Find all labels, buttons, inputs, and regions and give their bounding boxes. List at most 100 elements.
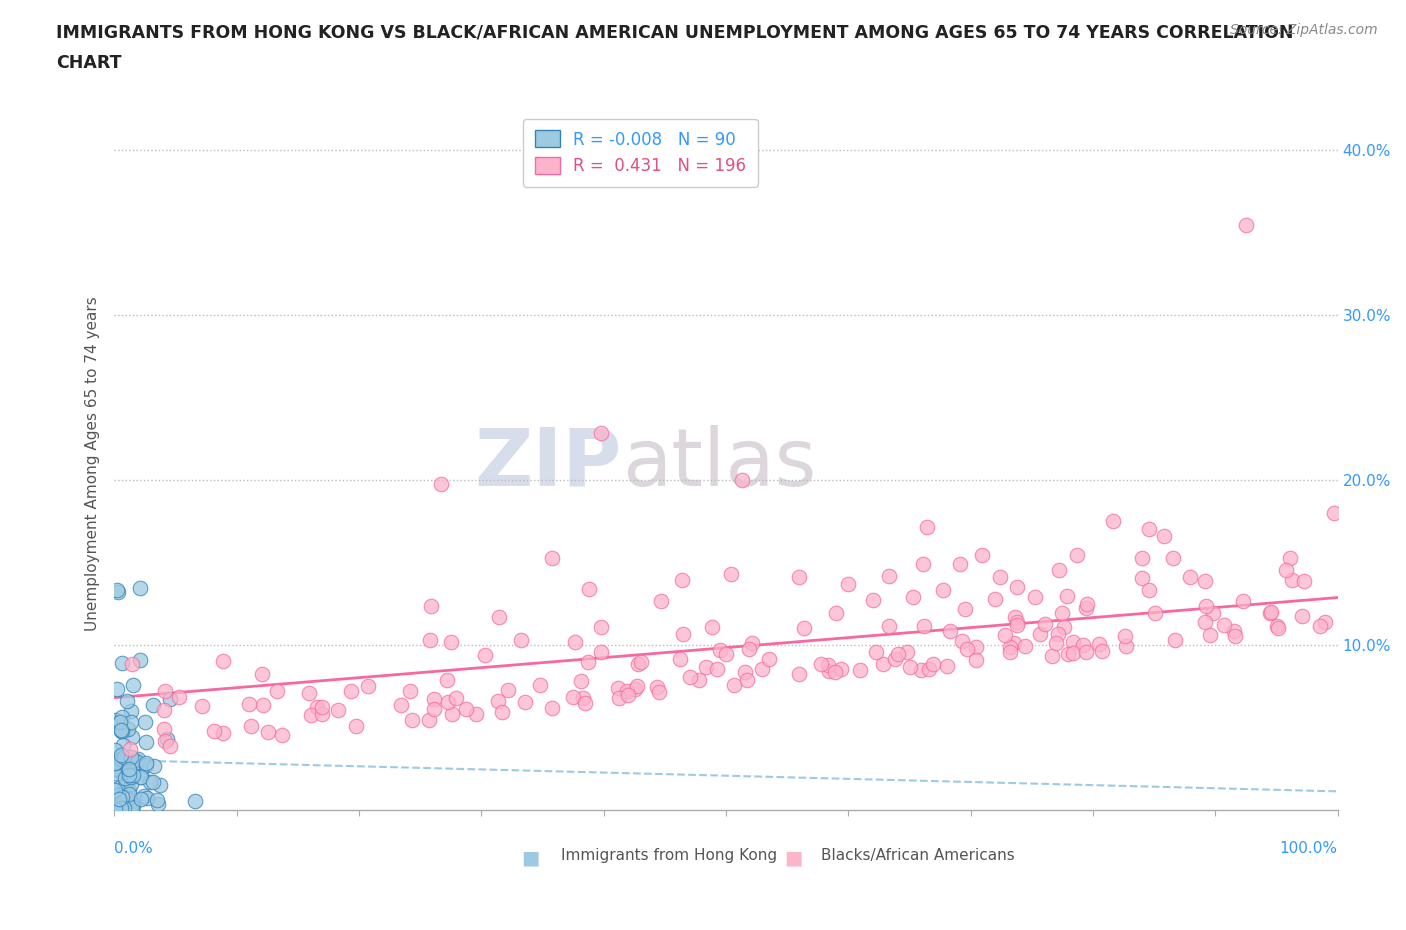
- Point: [965, 639, 987, 654]
- Point: [578, 582, 600, 597]
- Point: [103, 783, 125, 798]
- Point: [914, 618, 936, 633]
- Point: [571, 690, 593, 705]
- Point: [1007, 614, 1029, 629]
- Point: [142, 698, 165, 712]
- Point: [299, 708, 322, 723]
- Point: [110, 751, 132, 766]
- Point: [105, 762, 128, 777]
- Point: [898, 659, 921, 674]
- Point: [1004, 610, 1026, 625]
- Point: [1274, 563, 1296, 578]
- Point: [1137, 522, 1160, 537]
- Point: [142, 759, 165, 774]
- Point: [616, 684, 638, 698]
- Point: [589, 619, 612, 634]
- Point: [127, 755, 149, 770]
- Point: [121, 729, 143, 744]
- Point: [1057, 646, 1080, 661]
- Point: [110, 750, 132, 764]
- Point: [938, 624, 960, 639]
- Text: Immigrants from Hong Kong: Immigrants from Hong Kong: [561, 848, 778, 863]
- Point: [454, 702, 477, 717]
- Point: [709, 643, 731, 658]
- Point: [212, 725, 235, 740]
- Point: [921, 657, 943, 671]
- Point: [1291, 608, 1313, 623]
- Point: [240, 718, 263, 733]
- Point: [1213, 618, 1236, 632]
- Point: [901, 590, 924, 604]
- Point: [887, 646, 910, 661]
- Text: Source: ZipAtlas.com: Source: ZipAtlas.com: [1230, 23, 1378, 37]
- Point: [541, 700, 564, 715]
- Point: [108, 791, 131, 806]
- Point: [672, 627, 695, 642]
- Point: [118, 786, 141, 801]
- Point: [1005, 580, 1028, 595]
- Point: [1265, 618, 1288, 633]
- Point: [266, 684, 288, 698]
- Point: [146, 792, 169, 807]
- Point: [127, 751, 149, 766]
- Point: [117, 762, 139, 777]
- Point: [837, 577, 859, 591]
- Point: [896, 644, 918, 659]
- Point: [918, 662, 941, 677]
- Point: [110, 754, 132, 769]
- Point: [202, 724, 225, 738]
- Point: [668, 651, 690, 666]
- Point: [626, 679, 648, 694]
- Point: [111, 710, 134, 724]
- Point: [700, 619, 723, 634]
- Point: [104, 797, 127, 812]
- Point: [1161, 551, 1184, 565]
- Point: [1294, 574, 1316, 589]
- Point: [872, 657, 894, 671]
- Point: [1144, 605, 1167, 620]
- Point: [107, 582, 129, 597]
- Point: [648, 684, 671, 699]
- Point: [167, 690, 190, 705]
- Point: [153, 722, 176, 737]
- Point: [114, 800, 136, 815]
- Point: [110, 724, 132, 738]
- Point: [135, 735, 157, 750]
- Point: [135, 755, 157, 770]
- Point: [1313, 614, 1336, 629]
- Point: [108, 764, 131, 778]
- Point: [810, 657, 832, 671]
- Point: [1194, 574, 1216, 589]
- Point: [825, 605, 848, 620]
- Point: [1053, 619, 1076, 634]
- Point: [139, 775, 162, 790]
- Point: [793, 621, 815, 636]
- Point: [326, 703, 349, 718]
- Point: [117, 791, 139, 806]
- Point: [344, 718, 367, 733]
- Point: [617, 687, 640, 702]
- Point: [830, 661, 852, 676]
- Point: [120, 777, 142, 791]
- Point: [122, 677, 145, 692]
- Legend: R = -0.008   N = 90, R =  0.431   N = 196: R = -0.008 N = 90, R = 0.431 N = 196: [523, 119, 758, 187]
- Point: [118, 767, 141, 782]
- Point: [1153, 529, 1175, 544]
- Point: [1040, 649, 1063, 664]
- Point: [107, 788, 129, 803]
- Point: [1267, 620, 1289, 635]
- Point: [1000, 640, 1022, 655]
- Text: CHART: CHART: [56, 54, 122, 72]
- Point: [129, 765, 152, 780]
- Point: [131, 770, 153, 785]
- Point: [1002, 635, 1025, 650]
- Point: [624, 681, 647, 696]
- Point: [1074, 645, 1097, 660]
- Point: [988, 570, 1011, 585]
- Point: [1258, 605, 1281, 620]
- Point: [252, 667, 274, 682]
- Point: [630, 655, 652, 670]
- Point: [491, 705, 513, 720]
- Point: [1063, 634, 1085, 649]
- Point: [758, 651, 780, 666]
